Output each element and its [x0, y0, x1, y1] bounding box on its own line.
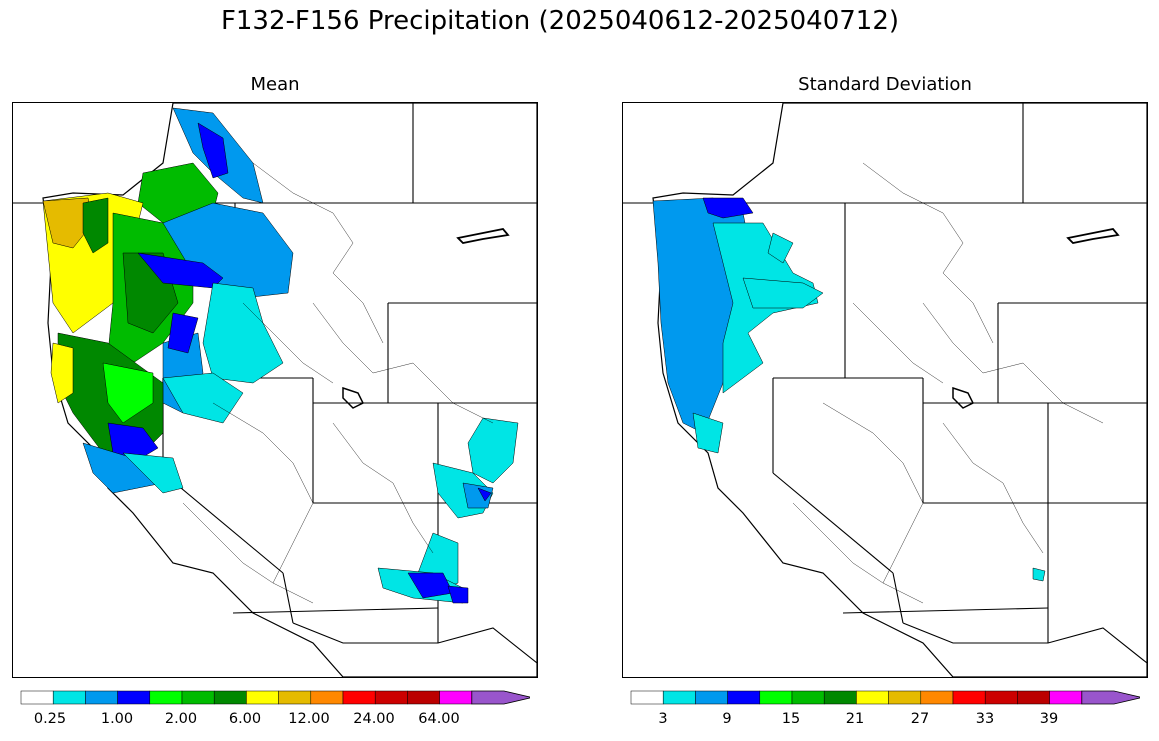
colorbar-extend-arrow [1081, 690, 1143, 705]
mean-colorbar-swatches [20, 690, 533, 705]
colorbar-swatch [791, 690, 825, 705]
great-salt-lake [342, 386, 365, 409]
great-salt-lake [952, 386, 975, 409]
figure-title: F132-F156 Precipitation (2025040612-2025… [220, 6, 900, 36]
colorbar-swatch [630, 690, 664, 705]
stddev-colorbar-label-1: 9 [722, 711, 732, 727]
stddev-colorbar-label-2: 15 [781, 711, 801, 727]
colorbar-swatch [823, 690, 857, 705]
colorbar-swatch [888, 690, 922, 705]
stddev-panel-title: Standard Deviation [798, 74, 972, 95]
colorbar-swatch [1017, 690, 1050, 705]
mean-colorbar-label-4: 12.00 [288, 711, 330, 727]
watershed-lines [182, 162, 494, 604]
stddev-shading [652, 197, 1046, 582]
mean-map [13, 103, 537, 677]
stddev-colorbar-label-4: 27 [910, 711, 930, 727]
colorbar-swatch [278, 690, 312, 705]
stddev-map-panel [622, 102, 1148, 678]
mean-colorbar-label-6: 64.00 [418, 711, 460, 727]
mean-colorbar-label-3: 6.00 [228, 711, 262, 727]
stddev-colorbar-swatches [630, 690, 1143, 705]
colorbar-swatch [342, 690, 376, 705]
colorbar-swatch [439, 690, 473, 705]
colorbar-swatch [374, 690, 408, 705]
lake-superior-fragment [1066, 228, 1120, 244]
colorbar-swatch [920, 690, 954, 705]
stddev-colorbar-label-6: 39 [1039, 711, 1059, 727]
stddev-colorbar-label-5: 33 [975, 711, 995, 727]
colorbar-swatch [984, 690, 1018, 705]
stddev-map [623, 103, 1147, 677]
colorbar-extend-arrow [471, 690, 533, 705]
colorbar-swatch [117, 690, 151, 705]
colorbar-swatch [759, 690, 793, 705]
colorbar-swatch [20, 690, 54, 705]
stddev-colorbar-label-3: 21 [845, 711, 865, 727]
colorbar-swatch [85, 690, 118, 705]
colorbar-swatch [310, 690, 344, 705]
colorbar-swatch [662, 690, 696, 705]
colorbar-swatch [695, 690, 728, 705]
colorbar-swatch [856, 690, 889, 705]
colorbar-swatch [727, 690, 761, 705]
mean-map-panel [12, 102, 538, 678]
colorbar-swatch [181, 690, 215, 705]
mean-colorbar-label-1: 1.00 [100, 711, 134, 727]
colorbar-swatch [1049, 690, 1083, 705]
watershed-lines [792, 162, 1104, 604]
mean-panel-title: Mean [250, 74, 300, 95]
precip-shading [42, 107, 519, 604]
colorbar-swatch [52, 690, 86, 705]
colorbar-swatch [213, 690, 247, 705]
mean-colorbar-label-0: 0.25 [33, 711, 67, 727]
colorbar-swatch [407, 690, 440, 705]
colorbar-swatch [952, 690, 986, 705]
stddev-colorbar: 3 9 15 21 27 33 39 [630, 690, 1143, 730]
mean-colorbar-label-5: 24.00 [353, 711, 395, 727]
mean-colorbar-label-2: 2.00 [164, 711, 198, 727]
colorbar-swatch [246, 690, 279, 705]
mean-colorbar: 0.25 1.00 2.00 6.00 12.00 24.00 64.00 [20, 690, 533, 730]
colorbar-swatch [149, 690, 183, 705]
stddev-colorbar-label-0: 3 [658, 711, 668, 727]
lake-superior-fragment [456, 228, 510, 244]
